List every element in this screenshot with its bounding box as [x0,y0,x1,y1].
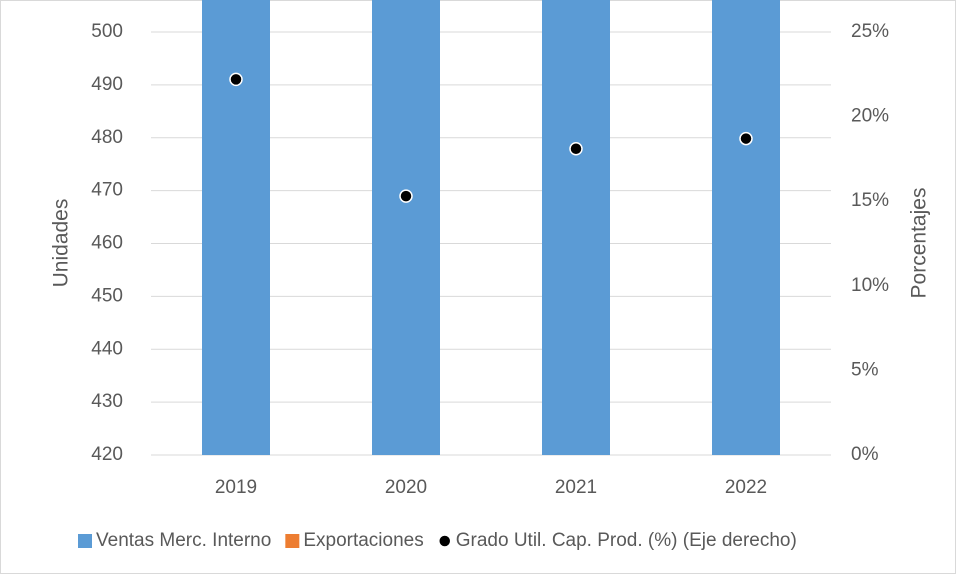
y-tick-label: 480 [91,127,123,148]
x-tick-label: 2021 [555,477,597,498]
marker [399,189,413,203]
legend-label: Ventas Merc. Interno [96,530,271,551]
marker [739,131,753,146]
legend-swatch [285,534,300,548]
bar [542,0,610,455]
y2-tick-label: 10% [851,275,889,296]
y-tick-label: 420 [91,444,123,465]
x-tick-label: 2020 [385,477,427,498]
y2-tick-label: 5% [851,359,879,380]
y-tick-label: 490 [91,74,123,95]
x-tick-label: 2019 [215,477,257,498]
y-axis-title: Unidades [50,199,73,288]
legend-swatch [78,534,92,548]
legend-label: Exportaciones [303,530,423,551]
y-tick-label: 500 [91,21,123,42]
y2-tick-label: 20% [851,106,889,127]
y2-axis-title: Porcentajes [908,188,931,299]
bar [372,0,440,455]
y-tick-label: 450 [91,285,123,306]
x-tick-label: 2022 [725,477,767,498]
marker [229,72,243,87]
y-tick-label: 430 [91,391,123,412]
y-tick-label: 440 [91,338,123,359]
bar [202,0,270,455]
bar [712,0,780,455]
marker [569,141,583,156]
y-tick-label: 470 [91,180,123,201]
y-tick-label: 460 [91,233,123,254]
legend-label: Grado Util. Cap. Prod. (%) (Eje derecho) [456,530,797,551]
y2-tick-label: 15% [851,190,889,211]
y2-tick-label: 0% [851,444,879,465]
y2-tick-label: 25% [851,21,889,42]
legend-marker [437,534,452,548]
